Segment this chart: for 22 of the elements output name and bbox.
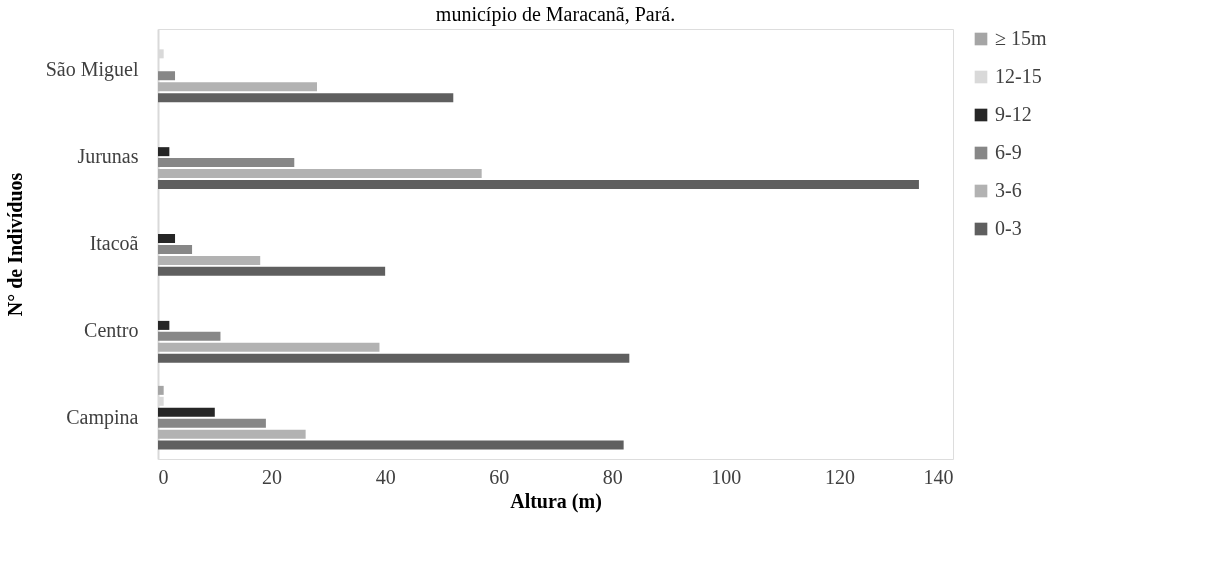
x-tick-label: 60 — [489, 465, 510, 488]
legend-label: 12-15 — [995, 65, 1042, 87]
y-tick-label: São Miguel — [45, 58, 139, 82]
legend-label: 6-9 — [995, 141, 1022, 163]
x-axis-title: Altura (m) — [510, 489, 602, 513]
x-tick-label: 100 — [711, 465, 742, 488]
y-tick-label: Jurunas — [77, 145, 139, 168]
legend-label: 9-12 — [995, 103, 1032, 125]
chart-title: município de Maracanã, Pará. — [435, 3, 676, 26]
legend-label: 3-6 — [995, 179, 1022, 201]
x-tick-label: 80 — [602, 465, 623, 488]
x-tick-label: 0 — [158, 465, 169, 488]
x-tick-label: 40 — [375, 465, 396, 488]
y-tick-label: Itacoã — [89, 232, 139, 254]
y-tick-label: Campina — [66, 405, 139, 429]
legend-label: ≥ 15m — [995, 27, 1047, 49]
legend-label: 0-3 — [995, 217, 1022, 239]
x-tick-label: 20 — [262, 465, 283, 488]
y-axis-title: N° de Indivíduos — [3, 172, 26, 317]
x-tick-label: 120 — [824, 465, 855, 488]
y-tick-label: Centro — [84, 318, 139, 341]
x-tick-label: 140 — [923, 465, 954, 488]
